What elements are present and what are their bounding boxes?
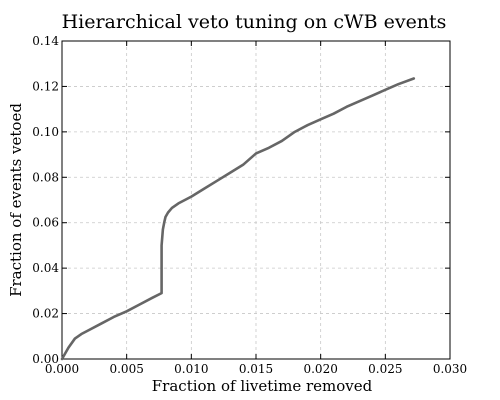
chart-title: Hierarchical veto tuning on cWB events [62, 11, 447, 33]
y-tick-label: 0.00 [32, 352, 59, 366]
y-tick-label: 0.08 [32, 170, 59, 184]
x-tick-label: 0.030 [433, 362, 467, 376]
y-tick-label: 0.04 [32, 261, 59, 275]
x-tick-label: 0.010 [174, 362, 208, 376]
x-tick-label: 0.015 [239, 362, 273, 376]
series-line-0 [60, 77, 416, 361]
x-tick-label: 0.005 [109, 362, 143, 376]
series-group [60, 77, 416, 361]
y-tick-label: 0.02 [32, 307, 59, 321]
y-tick-label: 0.10 [32, 125, 59, 139]
x-tick-label: 0.000 [45, 362, 79, 376]
y-axis-label: Fraction of events vetoed [7, 103, 25, 297]
ticks: 0.000 0.005 0.010 0.015 0.020 0.025 0.030 0.00 0… [32, 34, 467, 376]
y-tick-label: 0.12 [32, 79, 59, 93]
y-tick-label: 0.06 [32, 216, 59, 230]
x-axis-label: Fraction of livetime removed [152, 377, 373, 395]
y-tick-label: 0.14 [32, 34, 59, 48]
x-tick-label: 0.025 [368, 362, 402, 376]
grid [62, 41, 450, 359]
x-tick-label: 0.020 [303, 362, 337, 376]
